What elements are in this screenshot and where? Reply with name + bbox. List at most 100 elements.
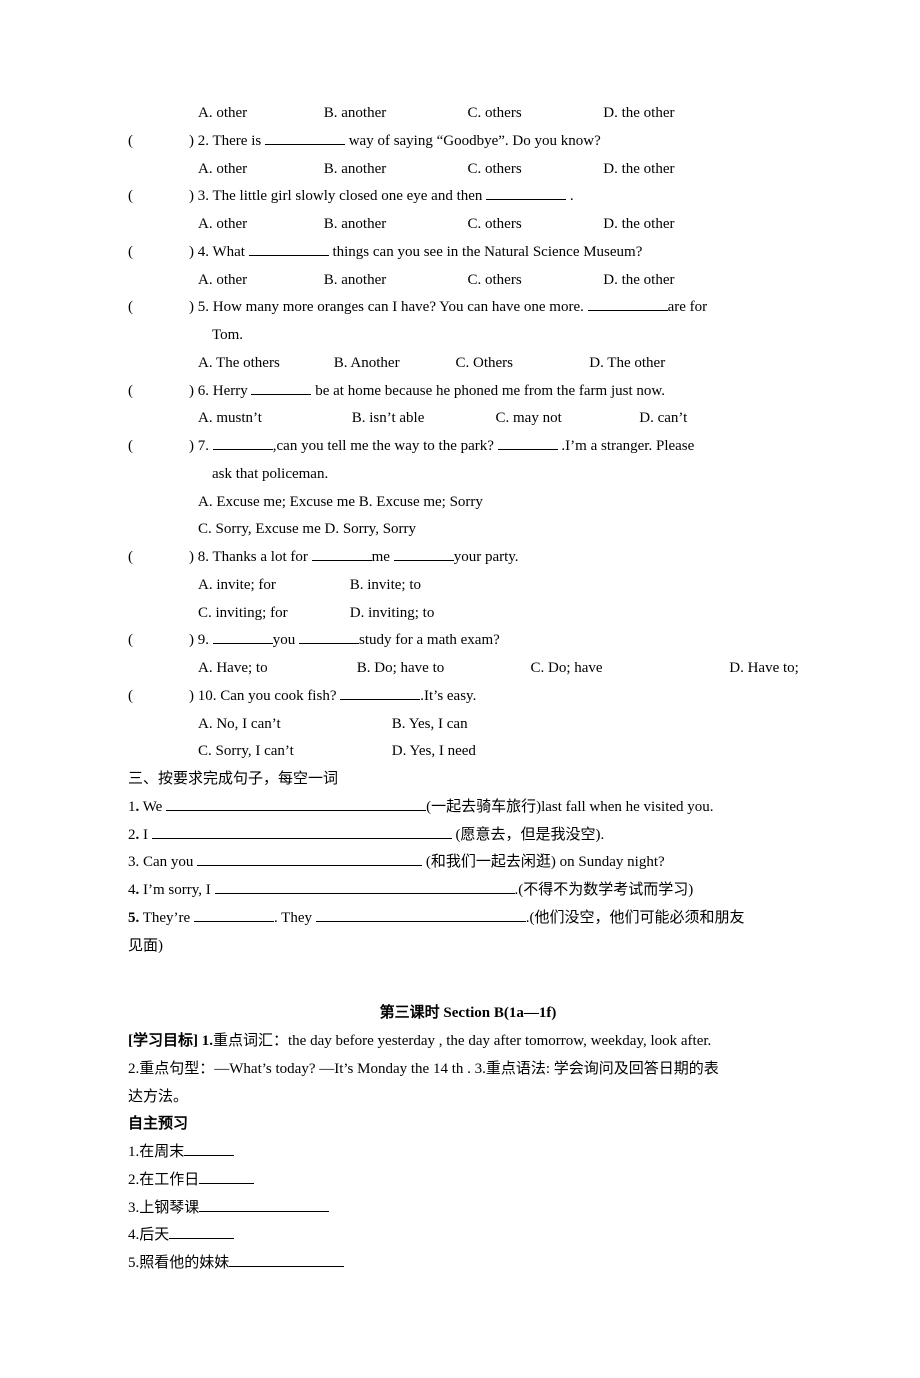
p3-text: 3.上钢琴课 bbox=[128, 1200, 199, 1216]
q6-stem: () 6. Herry be at home because he phoned… bbox=[128, 378, 808, 406]
q4-b: B. another bbox=[324, 267, 464, 295]
q6-d: D. can’t bbox=[639, 405, 687, 433]
page: A. other B. another C. others D. the oth… bbox=[0, 0, 920, 1378]
p5-blank[interactable] bbox=[229, 1251, 344, 1267]
q4-stem-a: ) 4. What bbox=[189, 244, 249, 260]
goals-1: [学习目标] 1.重点词汇：the day before yesterday ,… bbox=[128, 1028, 808, 1056]
s2-a: I bbox=[139, 827, 152, 843]
p2-blank[interactable] bbox=[199, 1168, 254, 1184]
s5-num: 5. bbox=[128, 910, 139, 926]
s4-blank[interactable] bbox=[215, 878, 515, 894]
q8-blank-1[interactable] bbox=[312, 545, 372, 561]
q9-stem: () 9. you study for a math exam? bbox=[128, 627, 808, 655]
q3-blank[interactable] bbox=[486, 184, 566, 200]
q3-choices: A. other B. another C. others D. the oth… bbox=[128, 211, 808, 239]
goals-label: [学习目标] 1. bbox=[128, 1033, 213, 1049]
q5-stem: () 5. How many more oranges can I have? … bbox=[128, 294, 808, 322]
s5-blank-2[interactable] bbox=[316, 906, 526, 922]
p1-text: 1.在周末 bbox=[128, 1144, 184, 1160]
q2-blank[interactable] bbox=[265, 129, 345, 145]
s2-num: 2 bbox=[128, 827, 136, 843]
q2-stem-a: ) 2. There is bbox=[189, 133, 265, 149]
q4-blank[interactable] bbox=[249, 240, 329, 256]
p2: 2.在工作日 bbox=[128, 1167, 808, 1195]
q9-choices: A. Have; to B. Do; have to C. Do; have D… bbox=[128, 655, 808, 683]
q10-blank[interactable] bbox=[340, 684, 420, 700]
q10-choices-2: C. Sorry, I can’t D. Yes, I need bbox=[128, 738, 808, 766]
q8-blank-2[interactable] bbox=[394, 545, 454, 561]
q10-stem-b: .It’s easy. bbox=[420, 688, 476, 704]
s4-b: .(不得不为数学考试而学习) bbox=[515, 882, 694, 898]
s5-c: .(他们没空，他们可能必须和朋友 bbox=[526, 910, 745, 926]
q7-stem-a: ) 7. bbox=[189, 438, 213, 454]
q9-blank-2[interactable] bbox=[299, 628, 359, 644]
s5-b: . They bbox=[274, 910, 316, 926]
q2-a: A. other bbox=[198, 156, 320, 184]
q10-c: C. Sorry, I can’t bbox=[198, 738, 388, 766]
q5-b: B. Another bbox=[334, 350, 452, 378]
q3-stem: () 3. The little girl slowly closed one … bbox=[128, 183, 808, 211]
q4-c: C. others bbox=[468, 267, 600, 295]
p4-text: 4.后天 bbox=[128, 1227, 169, 1243]
s3-blank[interactable] bbox=[197, 850, 422, 866]
q6-choices: A. mustn’t B. isn’t able C. may not D. c… bbox=[128, 405, 808, 433]
goals-2: 2.重点句型：—What’s today? —It’s Monday the 1… bbox=[128, 1056, 808, 1084]
s5-blank-1[interactable] bbox=[194, 906, 274, 922]
q8-d: D. inviting; to bbox=[350, 600, 435, 628]
q7-stem: () 7. ,can you tell me the way to the pa… bbox=[128, 433, 808, 461]
p2-text: 2.在工作日 bbox=[128, 1172, 199, 1188]
lesson-title: 第三课时 Section B(1a—1f) bbox=[128, 1000, 808, 1028]
s4-a: I’m sorry, I bbox=[139, 882, 214, 898]
q6-b: B. isn’t able bbox=[352, 405, 492, 433]
q8-choices-1: A. invite; for B. invite; to bbox=[128, 572, 808, 600]
p4: 4.后天 bbox=[128, 1222, 808, 1250]
p1: 1.在周末 bbox=[128, 1139, 808, 1167]
p1-blank[interactable] bbox=[184, 1140, 234, 1156]
q10-stem: () 10. Can you cook fish? .It’s easy. bbox=[128, 683, 808, 711]
q8-choices-2: C. inviting; for D. inviting; to bbox=[128, 600, 808, 628]
q3-stem-a: ) 3. The little girl slowly closed one e… bbox=[189, 188, 486, 204]
s3: 3. Can you (和我们一起去闲逛) on Sunday night? bbox=[128, 849, 808, 877]
q9-a: A. Have; to bbox=[198, 655, 353, 683]
q7-blank-2[interactable] bbox=[498, 434, 558, 450]
q3-d: D. the other bbox=[603, 211, 674, 239]
q9-c: C. Do; have bbox=[531, 655, 726, 683]
p3-blank[interactable] bbox=[199, 1196, 329, 1212]
q7-stem-c: .I’m a stranger. Please bbox=[558, 438, 695, 454]
q9-blank-1[interactable] bbox=[213, 628, 273, 644]
q5-a: A. The others bbox=[198, 350, 330, 378]
q7-blank-1[interactable] bbox=[213, 434, 273, 450]
q5-stem-a: ) 5. How many more oranges can I have? Y… bbox=[189, 299, 588, 315]
q10-stem-a: ) 10. Can you cook fish? bbox=[189, 688, 340, 704]
s3-a: 3. Can you bbox=[128, 854, 197, 870]
q6-stem-a: ) 6. Herry bbox=[189, 383, 251, 399]
s5-a: They’re bbox=[139, 910, 194, 926]
s2-blank[interactable] bbox=[152, 823, 452, 839]
q6-blank[interactable] bbox=[251, 379, 311, 395]
q4-d: D. the other bbox=[603, 267, 674, 295]
p3: 3.上钢琴课 bbox=[128, 1195, 808, 1223]
p4-blank[interactable] bbox=[169, 1223, 234, 1239]
s5-cont: 见面) bbox=[128, 933, 808, 961]
q7-cont: ask that policeman. bbox=[128, 461, 808, 489]
q1-b: B. another bbox=[324, 100, 464, 128]
q8-a: A. invite; for bbox=[198, 572, 346, 600]
q8-c: C. inviting; for bbox=[198, 600, 346, 628]
s4-num: 4 bbox=[128, 882, 136, 898]
q5-choices: A. The others B. Another C. Others D. Th… bbox=[128, 350, 808, 378]
prep-title: 自主预习 bbox=[128, 1111, 808, 1139]
q10-b: B. Yes, I can bbox=[392, 711, 468, 739]
q6-a: A. mustn’t bbox=[198, 405, 348, 433]
q8-stem: () 8. Thanks a lot for me your party. bbox=[128, 544, 808, 572]
q6-c: C. may not bbox=[496, 405, 636, 433]
goals-1-text: 重点词汇：the day before yesterday , the day … bbox=[213, 1033, 711, 1049]
q9-stem-c: study for a math exam? bbox=[359, 632, 500, 648]
s2: 2. I (愿意去，但是我没空). bbox=[128, 822, 808, 850]
q5-blank[interactable] bbox=[588, 295, 668, 311]
q3-b: B. another bbox=[324, 211, 464, 239]
s5: 5. They’re . They .(他们没空，他们可能必须和朋友 bbox=[128, 905, 808, 933]
s1-blank[interactable] bbox=[166, 795, 426, 811]
q3-c: C. others bbox=[468, 211, 600, 239]
q1-choices: A. other B. another C. others D. the oth… bbox=[128, 100, 808, 128]
q8-stem-c: your party. bbox=[454, 549, 519, 565]
